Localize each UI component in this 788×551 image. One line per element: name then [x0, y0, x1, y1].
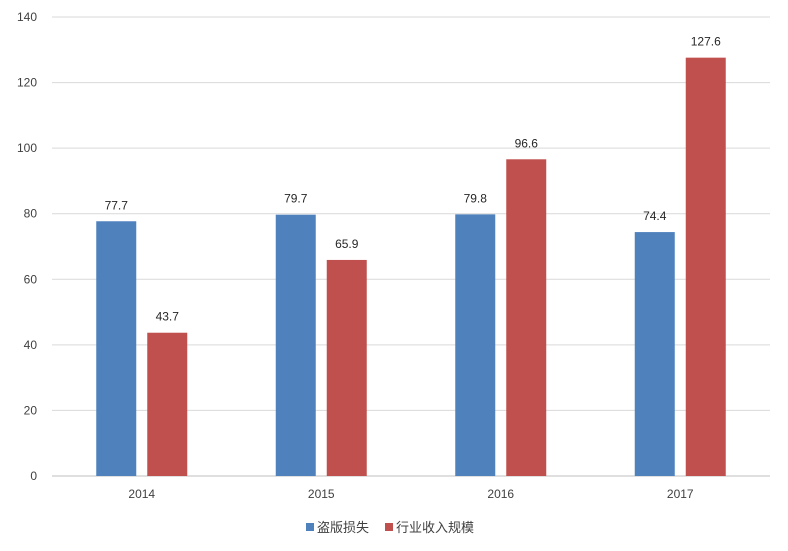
data-label: 77.7: [105, 198, 129, 212]
y-axis: 0 20 40 60 80 100 120 140: [17, 10, 37, 483]
legend-label: 行业收入规模: [396, 521, 474, 536]
data-label: 65.9: [335, 237, 359, 251]
legend-swatch: [306, 523, 314, 531]
bar-industry-revenue-2016: [506, 159, 547, 477]
y-tick-label: 140: [17, 10, 37, 24]
x-tick-label: 2014: [128, 487, 155, 501]
y-tick-label: 120: [17, 76, 37, 90]
bar-piracy-loss-2014: [96, 221, 137, 476]
legend-swatch: [385, 523, 393, 531]
bar-piracy-loss-2015: [275, 214, 316, 476]
data-label: 79.7: [284, 192, 308, 206]
x-axis: 2014 2015 2016 2017: [128, 487, 694, 501]
bar-industry-revenue-2015: [326, 259, 367, 476]
x-tick-label: 2015: [308, 487, 335, 501]
legend-label: 盗版损失: [317, 520, 369, 536]
data-label: 74.4: [643, 209, 667, 223]
data-label: 43.7: [156, 310, 180, 324]
data-label: 96.6: [515, 136, 539, 150]
x-tick-label: 2017: [667, 487, 694, 501]
bars: [96, 57, 726, 477]
y-tick-label: 80: [24, 207, 38, 221]
bar-piracy-loss-2017: [634, 232, 675, 476]
data-label: 79.8: [464, 191, 488, 205]
y-tick-label: 20: [24, 403, 38, 417]
bar-piracy-loss-2016: [455, 214, 496, 476]
legend: 盗版损失 行业收入规模: [306, 520, 474, 536]
y-tick-label: 0: [30, 469, 37, 483]
bar-industry-revenue-2017: [685, 57, 726, 476]
data-labels: 77.7 43.7 79.7 65.9 79.8 96.6 74.4 127.6: [105, 35, 722, 324]
y-tick-label: 60: [24, 272, 38, 286]
data-label: 127.6: [691, 35, 721, 49]
y-tick-label: 100: [17, 141, 37, 155]
bar-industry-revenue-2014: [147, 332, 188, 476]
x-tick-label: 2016: [487, 487, 514, 501]
y-tick-label: 40: [24, 338, 38, 352]
